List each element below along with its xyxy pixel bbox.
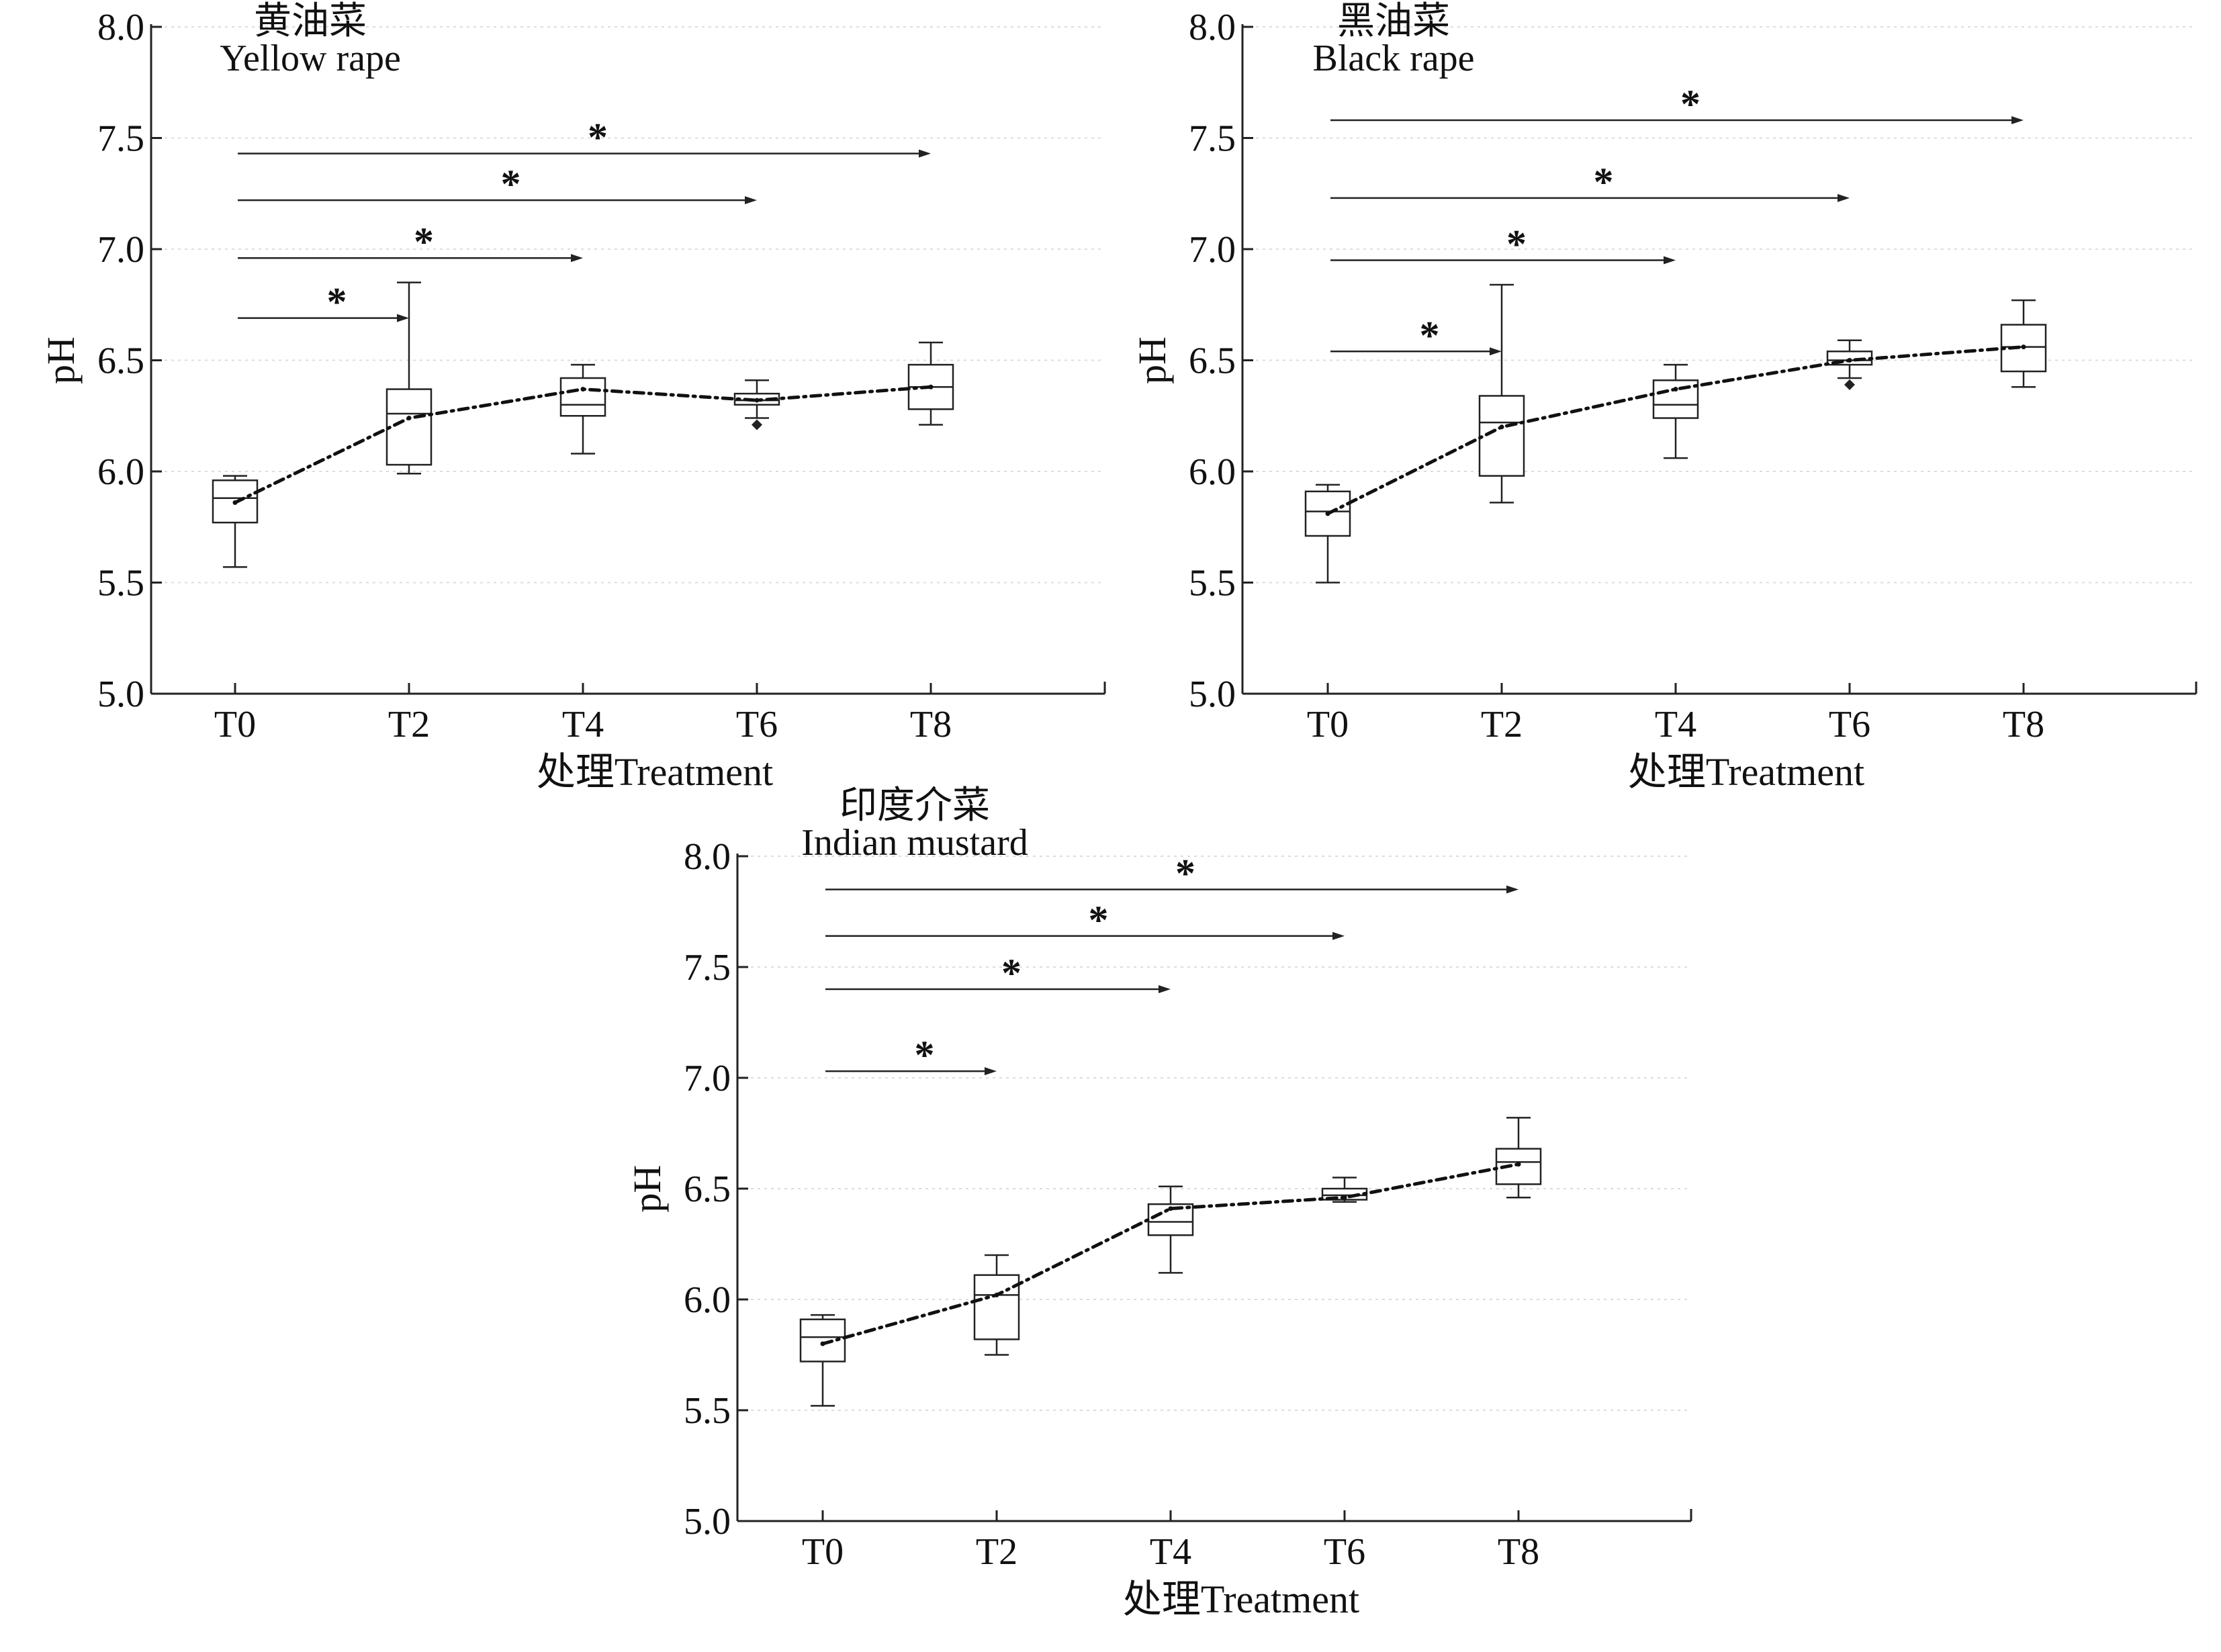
panel-title-cn: 黑油菜 xyxy=(1337,1,1450,42)
x-tick-label: T0 xyxy=(802,1531,844,1573)
x-tick-label: T2 xyxy=(976,1531,1017,1573)
x-tick-label: T8 xyxy=(2003,704,2044,745)
mean-point xyxy=(1499,424,1504,430)
x-axis-title: 处理Treatment xyxy=(537,750,773,794)
mean-point xyxy=(1168,1206,1173,1211)
significance-star: * xyxy=(327,280,347,324)
significance-star: * xyxy=(501,162,521,206)
significance-star: * xyxy=(1175,852,1195,896)
comparison-arrowhead xyxy=(1506,885,1519,894)
y-tick-label: 7.5 xyxy=(97,118,144,160)
mean-point xyxy=(580,387,586,392)
y-tick-label: 6.5 xyxy=(684,1168,731,1210)
mean-point xyxy=(1516,1162,1521,1167)
y-tick-label: 5.5 xyxy=(1189,563,1236,604)
comparison-arrowhead xyxy=(571,254,583,263)
mean-point xyxy=(406,416,412,421)
x-tick-label: T2 xyxy=(388,704,430,745)
y-tick-label: 5.0 xyxy=(684,1501,731,1543)
y-tick-label: 6.5 xyxy=(1189,340,1236,382)
x-tick-label: T8 xyxy=(1498,1531,1539,1573)
y-tick-label: 7.5 xyxy=(684,947,731,989)
box-outlier xyxy=(1844,379,1855,390)
panel-title-en: Black rape xyxy=(1313,38,1475,79)
x-tick-label: T0 xyxy=(214,704,256,745)
comparison-arrowhead xyxy=(1332,931,1345,940)
panel-title-en: Yellow rape xyxy=(220,38,401,79)
x-tick-label: T6 xyxy=(1324,1531,1365,1573)
mean-point xyxy=(1325,511,1330,516)
y-axis-title: pH xyxy=(1130,336,1174,384)
y-tick-label: 8.0 xyxy=(97,7,144,48)
x-tick-label: T6 xyxy=(1829,704,1870,745)
significance-star: * xyxy=(1594,160,1614,204)
mean-point xyxy=(754,398,760,403)
significance-star: * xyxy=(1506,222,1527,267)
comparison-arrowhead xyxy=(919,149,931,158)
x-tick-label: T2 xyxy=(1481,704,1523,745)
y-tick-label: 5.5 xyxy=(684,1390,731,1432)
y-tick-label: 8.0 xyxy=(684,836,731,878)
comparison-arrowhead xyxy=(985,1067,997,1076)
comparison-arrowhead xyxy=(1664,256,1676,265)
mean-point xyxy=(2021,345,2026,350)
x-tick-label: T6 xyxy=(736,704,778,745)
significance-star: * xyxy=(1001,951,1022,995)
y-tick-label: 5.0 xyxy=(1189,674,1236,715)
comparison-arrowhead xyxy=(397,314,409,322)
panel-title-cn: 黄油菜 xyxy=(254,1,367,42)
y-tick-label: 7.5 xyxy=(1189,118,1236,160)
x-axis-title: 处理Treatment xyxy=(1123,1577,1359,1621)
mean-point xyxy=(232,500,238,505)
significance-star: * xyxy=(915,1033,935,1077)
comparison-arrowhead xyxy=(1159,985,1171,993)
mean-point xyxy=(820,1341,825,1346)
significance-star: * xyxy=(1420,313,1440,357)
y-tick-label: 6.0 xyxy=(684,1279,731,1321)
x-tick-label: T4 xyxy=(562,704,604,745)
y-tick-label: 7.0 xyxy=(1189,229,1236,271)
x-axis-title: 处理Treatment xyxy=(1628,750,1864,794)
mean-point xyxy=(928,384,934,389)
panel-black-rape: 5.0 5.5 6.0 6.5 7.0 7.5 8.0 T0 T2 T4 T6 T8 处理Treatme… xyxy=(1130,1,2197,794)
comparison-arrowhead xyxy=(745,196,757,205)
x-tick-label: T4 xyxy=(1150,1531,1191,1573)
x-tick-label: T8 xyxy=(910,704,952,745)
panel-title-en: Indian mustard xyxy=(801,822,1028,864)
y-tick-label: 6.0 xyxy=(97,451,144,493)
y-axis-title: pH xyxy=(39,336,83,384)
y-tick-label: 6.5 xyxy=(97,340,144,382)
box-iqr xyxy=(559,377,606,417)
y-tick-label: 7.0 xyxy=(684,1058,731,1099)
y-axis-title: pH xyxy=(625,1165,669,1213)
y-tick-label: 7.0 xyxy=(97,229,144,271)
mean-point xyxy=(994,1292,999,1297)
significance-star: * xyxy=(1089,898,1109,942)
mean-point xyxy=(1673,387,1678,392)
mean-point xyxy=(1847,358,1852,363)
significance-star: * xyxy=(414,220,434,264)
mean-point xyxy=(1342,1195,1347,1200)
significance-star: * xyxy=(1680,82,1701,126)
box-iqr xyxy=(973,1274,1020,1340)
y-tick-label: 5.5 xyxy=(97,563,144,604)
box-iqr xyxy=(1652,379,1699,419)
y-tick-label: 5.0 xyxy=(97,674,144,715)
panel-indian-mustard: 5.0 5.5 6.0 6.5 7.0 7.5 8.0 T0 T2 T4 T6 T8 处理Treatme… xyxy=(625,785,1692,1621)
panel-yellow-rape: 5.0 5.5 6.0 6.5 7.0 7.5 8.0 T0 T2 T4 T6 T8 处理Treatme… xyxy=(39,1,1106,794)
comparison-arrowhead xyxy=(1838,193,1850,202)
significance-star: * xyxy=(588,116,608,160)
y-tick-label: 6.0 xyxy=(1189,451,1236,493)
box-iqr xyxy=(386,388,433,466)
x-tick-label: T4 xyxy=(1655,704,1696,745)
y-tick-label: 8.0 xyxy=(1189,7,1236,48)
mean-trend-line xyxy=(821,1162,1521,1346)
comparison-arrowhead xyxy=(1490,347,1502,356)
panel-title-cn: 印度介菜 xyxy=(840,785,990,827)
box-outlier xyxy=(752,419,762,430)
comparison-arrowhead xyxy=(2011,116,2024,125)
x-tick-label: T0 xyxy=(1307,704,1349,745)
